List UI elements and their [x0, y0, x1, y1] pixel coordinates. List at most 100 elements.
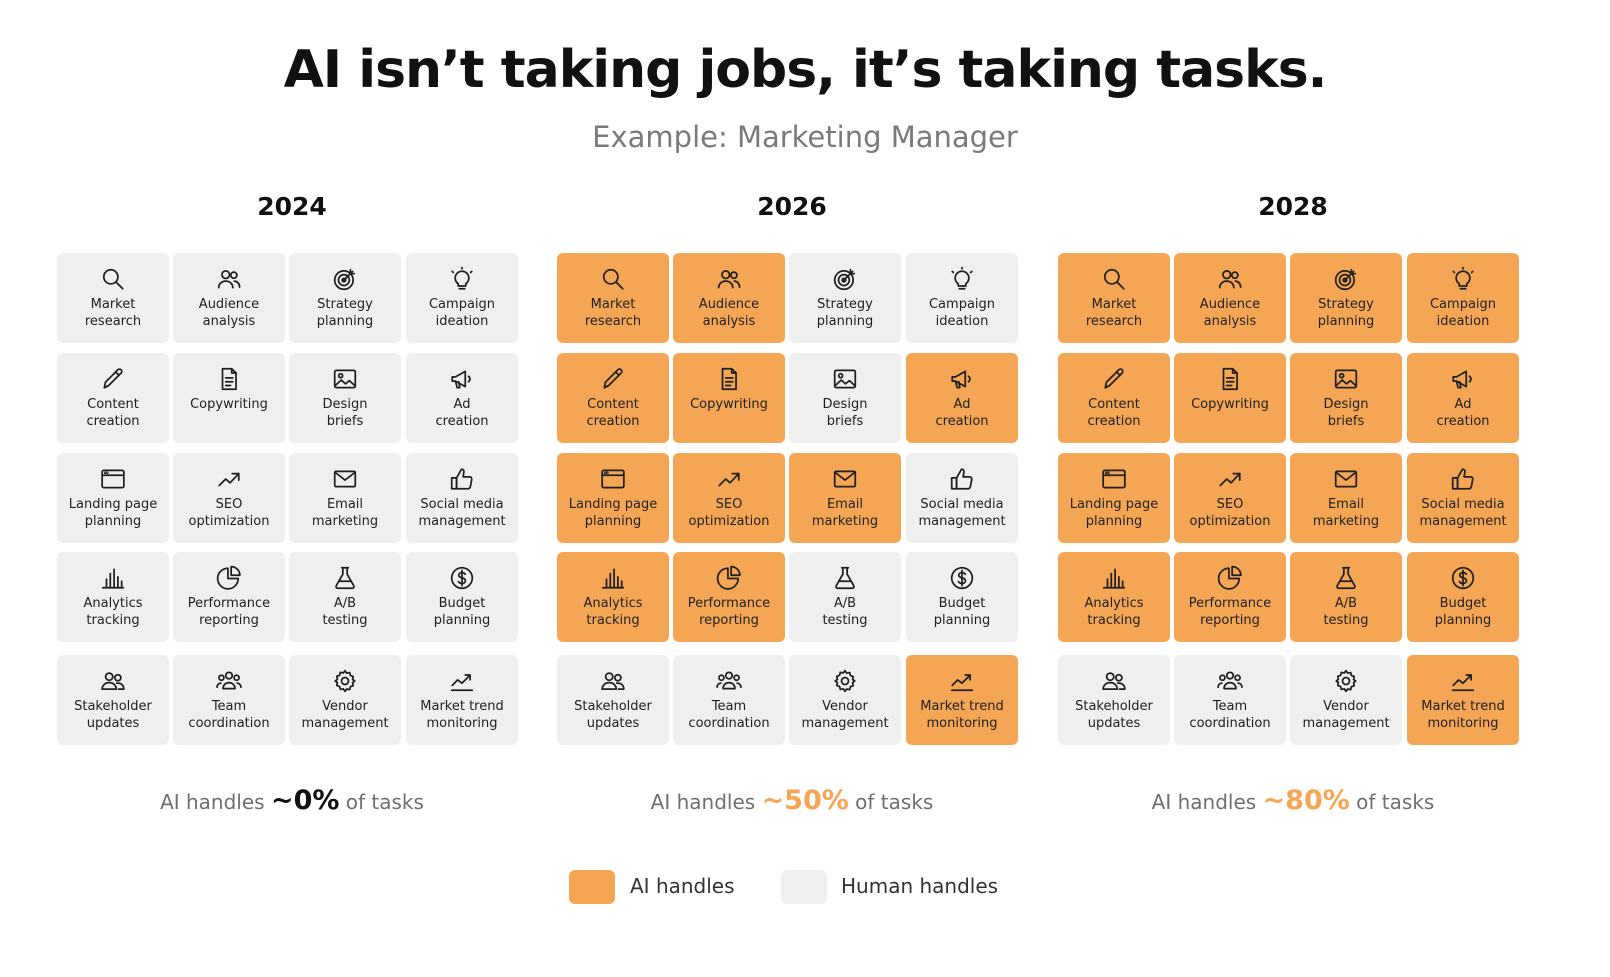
task-label: Email marketing — [311, 497, 379, 529]
target-icon — [832, 266, 858, 292]
task-tile: Strategy planning — [289, 253, 401, 343]
caption-suffix: of tasks — [345, 790, 424, 814]
ai-share-percent: ~0% — [270, 785, 340, 816]
task-label: Social media management — [418, 497, 506, 529]
target-icon — [1333, 266, 1359, 292]
task-tile: Market trend monitoring — [906, 655, 1018, 745]
task-tile: Audience analysis — [673, 253, 785, 343]
task-label: Vendor management — [1302, 699, 1390, 731]
task-tile: Performance reporting — [673, 552, 785, 642]
people-icon — [600, 668, 626, 694]
task-tile: SEO optimization — [673, 453, 785, 543]
task-label: Content creation — [86, 397, 140, 429]
task-label: Campaign ideation — [1429, 297, 1497, 329]
task-label: Landing page planning — [568, 497, 658, 529]
panel-2024: 2024 Market research Audience analysis Stra… — [57, 190, 527, 816]
team-icon — [716, 668, 742, 694]
task-tile: Stakeholder updates — [1058, 655, 1170, 745]
task-tile: Landing page planning — [57, 453, 169, 543]
pencil-icon — [600, 366, 626, 392]
task-tile: Vendor management — [789, 655, 901, 745]
browser-window-icon — [100, 466, 126, 492]
legend-label-human: Human handles — [841, 874, 999, 898]
ai-share-caption: AI handles ~0% of tasks — [57, 785, 527, 816]
megaphone-icon — [1450, 366, 1476, 392]
document-icon — [216, 366, 242, 392]
ai-share-percent: ~80% — [1262, 785, 1350, 816]
task-tile: Campaign ideation — [406, 253, 518, 343]
users-icon — [1217, 266, 1243, 292]
panel-year-heading: 2028 — [1258, 192, 1328, 221]
task-tile: Ad creation — [1407, 353, 1519, 443]
caption-prefix: AI handles — [160, 790, 265, 814]
task-tile: Analytics tracking — [557, 552, 669, 642]
team-icon — [1217, 668, 1243, 694]
search-icon — [100, 266, 126, 292]
task-tile: A/B testing — [289, 552, 401, 642]
task-label: Market research — [84, 297, 142, 329]
task-tile: Performance reporting — [1174, 552, 1286, 642]
flask-icon — [332, 565, 358, 591]
task-tile: Social media management — [906, 453, 1018, 543]
pie-chart-icon — [1217, 565, 1243, 591]
team-icon — [216, 668, 242, 694]
legend-label-ai: AI handles — [630, 874, 735, 898]
trend-line-icon — [949, 668, 975, 694]
task-tile: A/B testing — [789, 552, 901, 642]
envelope-icon — [332, 466, 358, 492]
people-icon — [100, 668, 126, 694]
thumbs-up-icon — [1450, 466, 1476, 492]
task-tile: Strategy planning — [1290, 253, 1402, 343]
people-icon — [1101, 668, 1127, 694]
trend-arrow-icon — [1217, 466, 1243, 492]
task-tile: Stakeholder updates — [557, 655, 669, 745]
task-tile: Market trend monitoring — [1407, 655, 1519, 745]
lightbulb-icon — [949, 266, 975, 292]
task-label: Analytics tracking — [1084, 596, 1144, 628]
task-label: Vendor management — [801, 699, 889, 731]
task-label: Budget planning — [933, 596, 991, 628]
task-tile: SEO optimization — [1174, 453, 1286, 543]
task-tile: Budget planning — [906, 552, 1018, 642]
lightbulb-icon — [1450, 266, 1476, 292]
task-tile: Design briefs — [789, 353, 901, 443]
task-label: Performance reporting — [687, 596, 771, 628]
task-label: Campaign ideation — [928, 297, 996, 329]
task-label: Design briefs — [822, 397, 868, 429]
task-label: Market research — [584, 297, 642, 329]
task-label: Social media management — [1419, 497, 1507, 529]
caption-prefix: AI handles — [650, 790, 756, 814]
task-label: SEO optimization — [688, 497, 770, 529]
browser-window-icon — [600, 466, 626, 492]
flask-icon — [1333, 565, 1359, 591]
task-label: Content creation — [1087, 397, 1141, 429]
task-tile: Landing page planning — [557, 453, 669, 543]
task-tile: Copywriting — [673, 353, 785, 443]
panel-2026: 2026 Market research Audience analysis Stra… — [557, 190, 1027, 816]
task-label: A/B testing — [822, 596, 868, 628]
task-label: Audience analysis — [1199, 297, 1261, 329]
task-tile: Analytics tracking — [1058, 552, 1170, 642]
thumbs-up-icon — [949, 466, 975, 492]
search-icon — [1101, 266, 1127, 292]
users-icon — [716, 266, 742, 292]
task-label: Analytics tracking — [583, 596, 643, 628]
task-tile: Vendor management — [289, 655, 401, 745]
task-tile: Social media management — [406, 453, 518, 543]
task-label: Email marketing — [811, 497, 879, 529]
task-tile: Campaign ideation — [1407, 253, 1519, 343]
ai-share-percent: ~50% — [761, 785, 849, 816]
task-label: Market research — [1085, 297, 1143, 329]
panel-2028: 2028 Market research Audience analysis Stra… — [1058, 190, 1528, 816]
task-tile: Content creation — [557, 353, 669, 443]
task-label: Design briefs — [1323, 397, 1369, 429]
task-label: Stakeholder updates — [1075, 699, 1153, 731]
bar-chart-icon — [600, 565, 626, 591]
ai-share-caption: AI handles ~50% of tasks — [557, 785, 1027, 816]
task-tile: SEO optimization — [173, 453, 285, 543]
task-label: Budget planning — [433, 596, 491, 628]
task-label: Strategy planning — [1317, 297, 1375, 329]
pencil-icon — [100, 366, 126, 392]
task-tile: Budget planning — [1407, 552, 1519, 642]
task-tile: Content creation — [57, 353, 169, 443]
